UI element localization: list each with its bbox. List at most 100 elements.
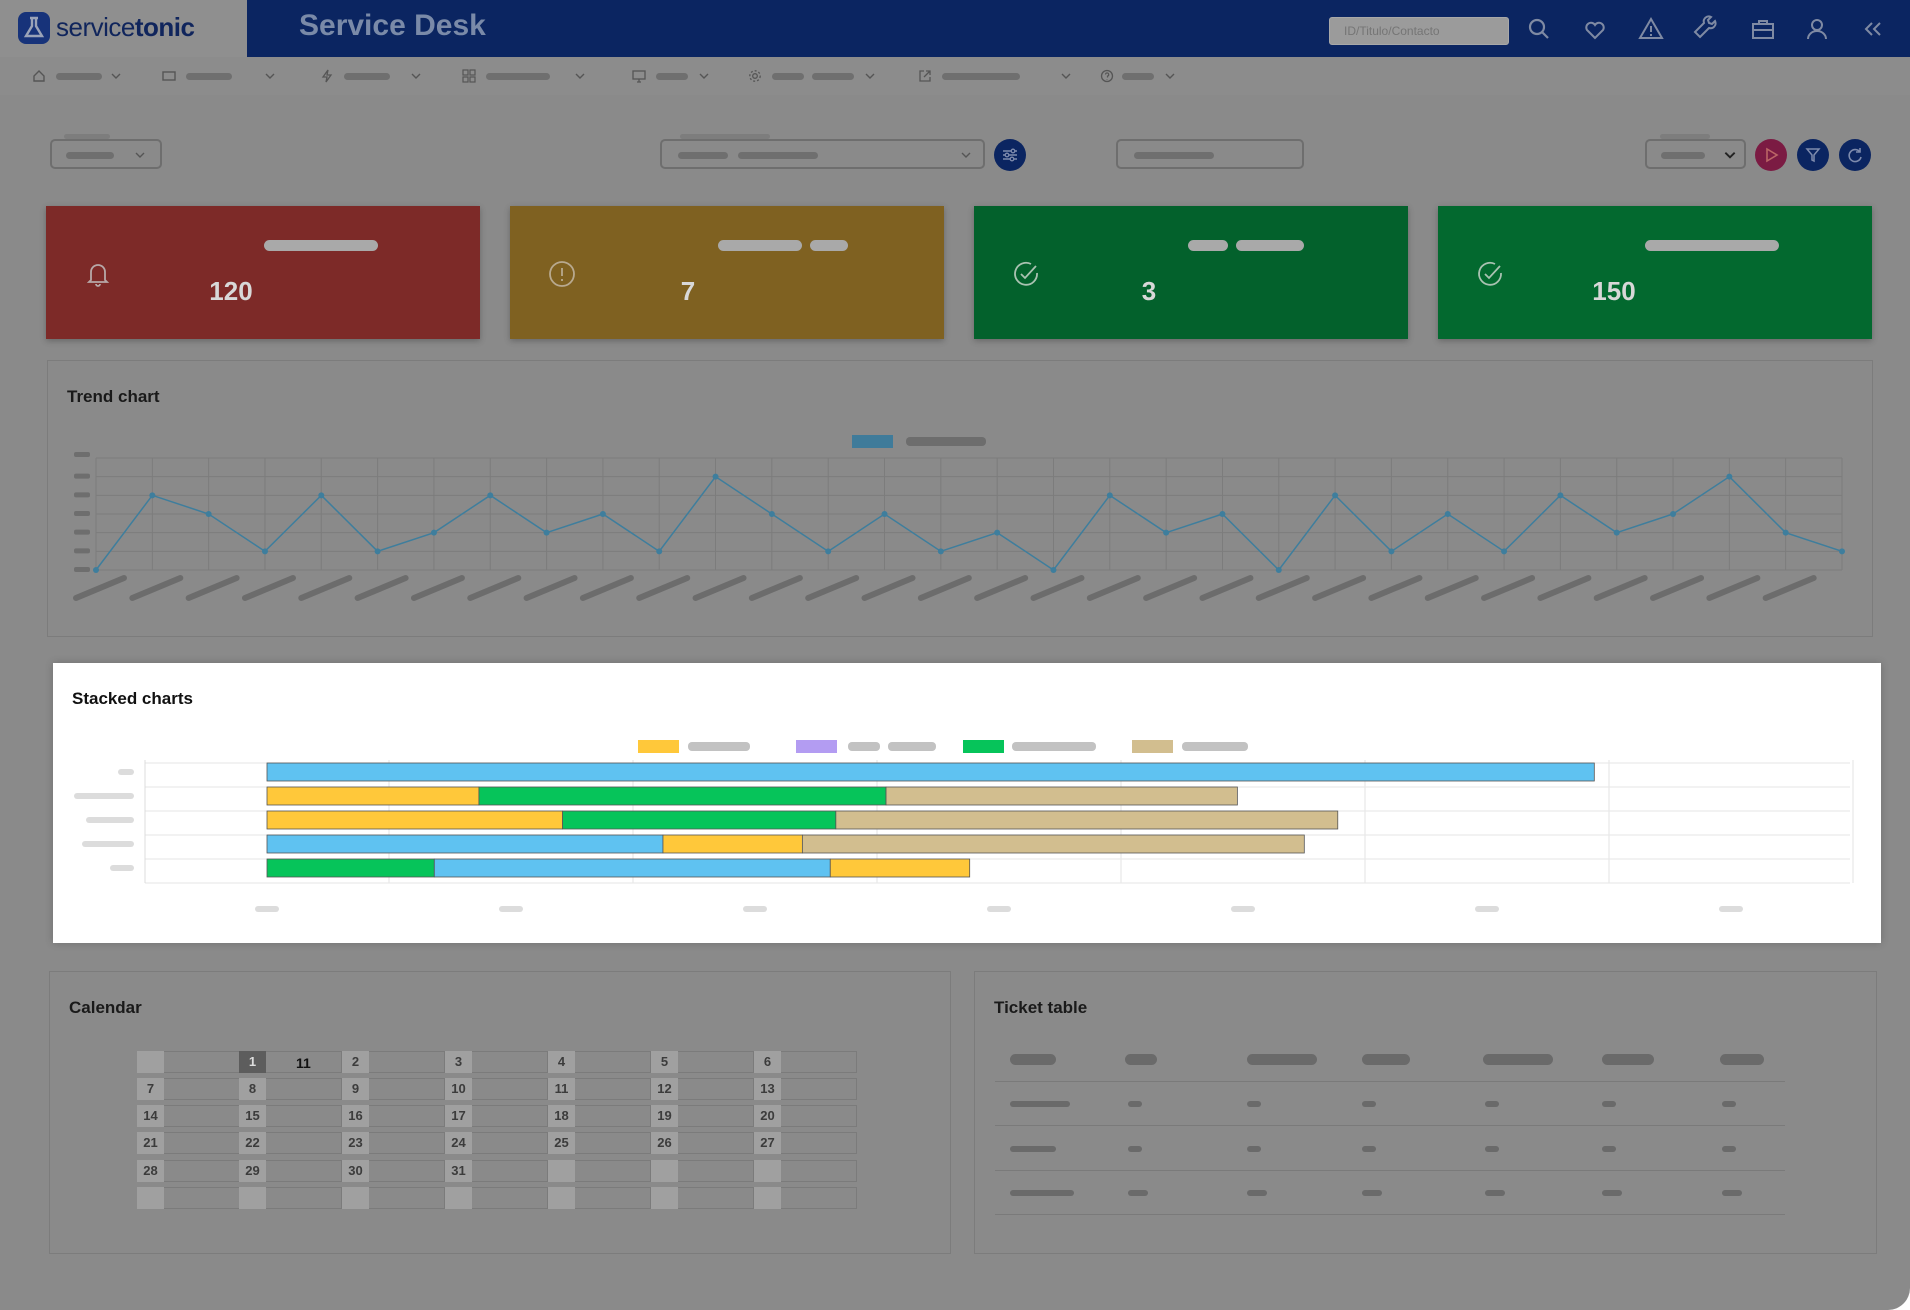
- table-header-cell: [1247, 1054, 1317, 1065]
- trend-point: [149, 492, 156, 499]
- trend-point: [430, 529, 437, 536]
- kpi-card-alerts[interactable]: 120: [46, 206, 480, 339]
- kpi-card-closed[interactable]: 150: [1438, 206, 1872, 339]
- menu-item-actions[interactable]: [320, 57, 422, 95]
- app-title: Service Desk: [299, 9, 486, 42]
- search-icon[interactable]: [1524, 14, 1554, 44]
- heart-icon[interactable]: [1580, 14, 1610, 44]
- user-icon[interactable]: [1802, 14, 1832, 44]
- menu-item-settings[interactable]: [748, 57, 876, 95]
- calendar-day-number: 22: [239, 1132, 266, 1154]
- calendar-empty-day: [342, 1187, 369, 1209]
- chevron-down-icon: [135, 152, 145, 158]
- stacked-bar-segment: [478, 786, 887, 806]
- trend-point: [1613, 529, 1620, 536]
- wrench-icon[interactable]: [1692, 14, 1722, 44]
- y-tick-label: [74, 567, 90, 572]
- calendar-empty-day: [137, 1187, 164, 1209]
- x-tick-label: [1537, 575, 1592, 601]
- calendar-month-label: 11: [296, 1055, 311, 1071]
- x-tick-label: [1086, 575, 1141, 601]
- x-tick-label: [1593, 575, 1648, 601]
- stacked-bar-segment: [266, 810, 563, 830]
- legend-swatch: [963, 740, 1004, 753]
- chevron-down-icon: [265, 73, 275, 79]
- card-label-placeholder: [810, 240, 848, 251]
- x-tick-label: [1481, 575, 1536, 601]
- x-tick-label: [241, 575, 296, 601]
- kpi-card-warnings[interactable]: 7: [510, 206, 944, 339]
- play-button[interactable]: [1755, 139, 1787, 171]
- settings-sliders-button[interactable]: [994, 139, 1026, 171]
- trend-chart-panel: Trend chart: [47, 360, 1873, 637]
- y-tick-label: [118, 769, 134, 775]
- calendar-day-number: 20: [754, 1105, 781, 1127]
- chevron-down-icon: [865, 73, 875, 79]
- x-tick-label: [354, 575, 409, 601]
- table-cell: [1485, 1190, 1505, 1196]
- briefcase-icon[interactable]: [1748, 14, 1778, 44]
- y-tick-label: [74, 492, 90, 498]
- trend-point: [1275, 567, 1282, 573]
- chevron-down-icon: [699, 73, 709, 79]
- trend-point: [599, 511, 606, 517]
- legend-swatch: [638, 740, 679, 753]
- trend-point: [1501, 548, 1508, 555]
- trend-point: [1726, 473, 1733, 480]
- calendar-day-number: 11: [548, 1078, 575, 1100]
- table-row-divider: [995, 1214, 1785, 1215]
- refresh-interval-select[interactable]: [1645, 139, 1746, 169]
- table-cell: [1010, 1101, 1070, 1107]
- y-tick-label: [110, 865, 134, 871]
- logo[interactable]: servicetonic: [0, 0, 247, 57]
- stacked-bar-segment: [266, 834, 664, 854]
- menu-item-tickets[interactable]: [162, 57, 276, 95]
- menu-item-external[interactable]: [918, 57, 1072, 95]
- warning-icon[interactable]: [1636, 14, 1666, 44]
- table-cell: [1722, 1146, 1736, 1152]
- menu-item-help[interactable]: [1100, 57, 1176, 95]
- filter-button[interactable]: [1797, 139, 1829, 171]
- menu-bar: [0, 57, 1910, 95]
- table-cell: [1485, 1101, 1499, 1107]
- period-select[interactable]: [50, 139, 162, 169]
- refresh-button[interactable]: [1839, 139, 1871, 171]
- menu-item-home[interactable]: [32, 57, 122, 95]
- search-input[interactable]: [1329, 17, 1509, 45]
- calendar-day-number: 28: [137, 1160, 164, 1182]
- menu-item-modules[interactable]: [462, 57, 586, 95]
- kpi-card-resolved[interactable]: 3: [974, 206, 1408, 339]
- legend-label-placeholder: [906, 437, 986, 446]
- x-tick-label: [987, 906, 1011, 912]
- calendar-day-number: 31: [445, 1160, 472, 1182]
- category-select[interactable]: [660, 139, 985, 169]
- x-tick-label: [1424, 575, 1479, 601]
- calendar-day-number: 13: [754, 1078, 781, 1100]
- x-tick-label: [805, 575, 860, 601]
- table-header-cell: [1602, 1054, 1654, 1065]
- ticket-table-panel: Ticket table: [974, 971, 1877, 1254]
- x-tick-label: [1650, 575, 1705, 601]
- grid-icon: [462, 69, 476, 83]
- menu-item-devices[interactable]: [632, 57, 710, 95]
- text-filter-input[interactable]: [1116, 139, 1304, 169]
- ticket-table-title: Ticket table: [994, 998, 1088, 1017]
- flask-logo-icon: [18, 12, 50, 44]
- collapse-icon[interactable]: [1858, 14, 1888, 44]
- calendar-day-number: 29: [239, 1160, 266, 1182]
- calendar-day-number: 26: [651, 1132, 678, 1154]
- chevron-down-icon: [1724, 152, 1736, 159]
- menu-label-placeholder: [942, 72, 1020, 80]
- x-tick-label: [1143, 575, 1198, 601]
- x-tick-label: [73, 575, 127, 601]
- stacked-bar-segment: [835, 810, 1339, 830]
- trend-point: [1332, 492, 1339, 499]
- logo-text: servicetonic: [56, 12, 195, 42]
- menu-label-placeholder: [186, 72, 232, 80]
- calendar-title: Calendar: [69, 998, 142, 1017]
- table-cell: [1722, 1190, 1742, 1196]
- trend-point: [1444, 511, 1451, 517]
- x-tick-label: [1719, 906, 1743, 912]
- calendar-panel: Calendar: [49, 971, 951, 1254]
- card-value: 7: [680, 276, 696, 306]
